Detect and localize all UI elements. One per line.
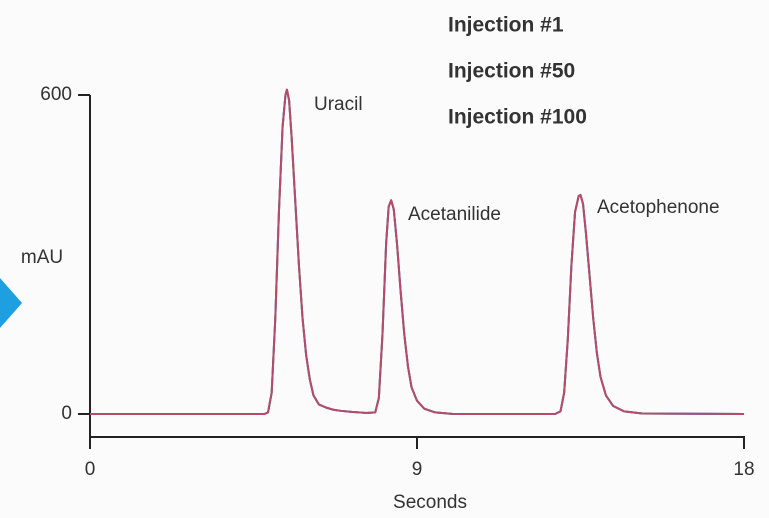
x-axis-label: Seconds: [393, 492, 467, 513]
legend-entry: Injection #100: [448, 106, 587, 129]
peak-label: Acetophenone: [597, 197, 720, 218]
legend-entry: Injection #50: [448, 60, 575, 83]
arrow-decoration: [0, 278, 22, 328]
y-axis-label: mAU: [21, 247, 63, 268]
series-line: [90, 88, 745, 415]
y-tick-label: 600: [40, 84, 72, 105]
x-tick-label: 9: [412, 459, 423, 480]
x-tick-label: 18: [733, 459, 754, 480]
y-tick-label: 0: [61, 403, 72, 424]
peak-label: Acetanilide: [408, 204, 501, 225]
legend-entry: Injection #1: [448, 14, 564, 37]
x-tick-label: 0: [85, 459, 96, 480]
peak-label: Uracil: [314, 94, 363, 115]
